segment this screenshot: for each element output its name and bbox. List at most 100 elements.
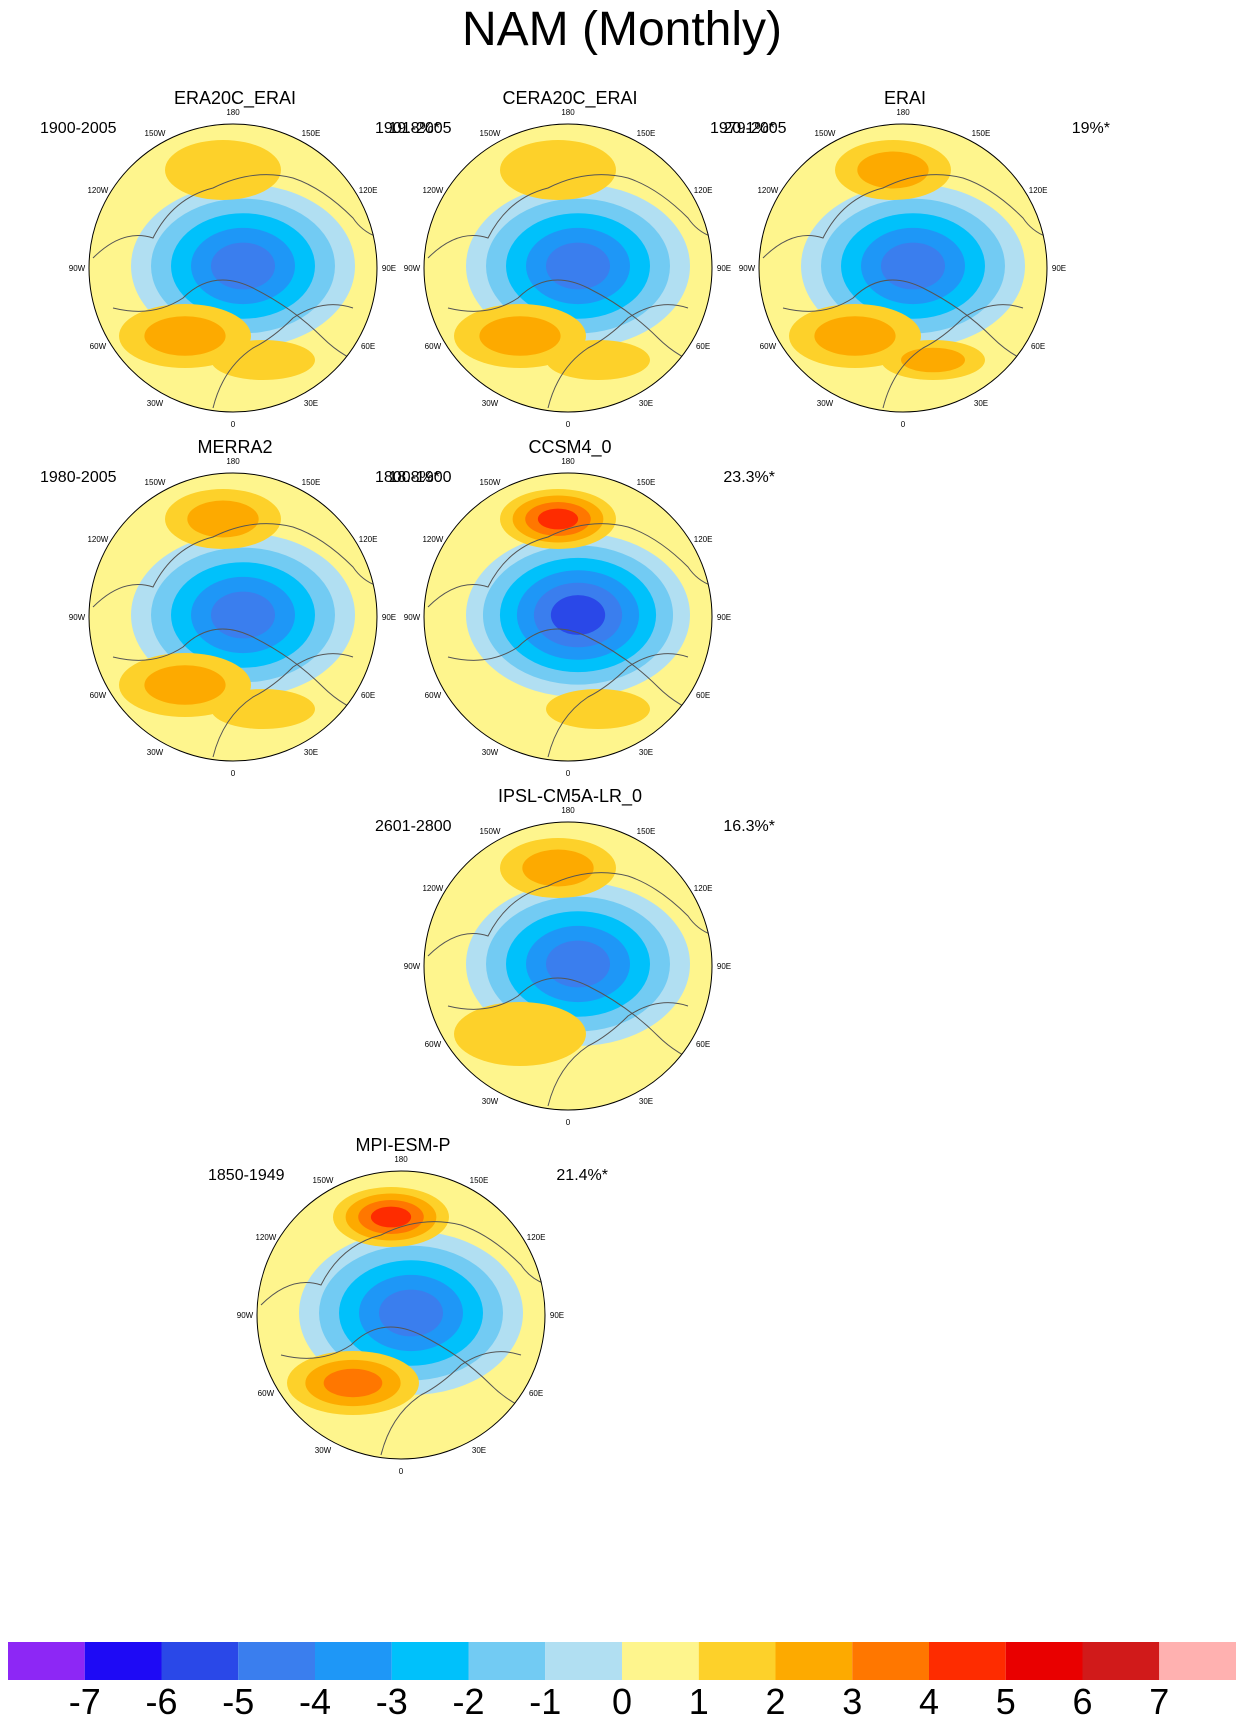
europe-high-contour (901, 347, 965, 373)
colorbar-swatch (1082, 1642, 1160, 1680)
pacific-high-contour (165, 140, 281, 200)
coastline (427, 523, 712, 608)
longitude-label: 30E (472, 1446, 486, 1455)
colorbar-label: 3 (842, 1681, 863, 1722)
longitude-label: 90W (404, 962, 421, 971)
longitude-label: 120W (87, 186, 108, 195)
panel-title: MPI-ESM-P (355, 1135, 451, 1155)
coastline (212, 304, 354, 409)
map-panel: IPSL-CM5A-LR_0 2601-2800 16.3%* 180 150E 1… (360, 786, 780, 1146)
longitude-label: 150E (972, 129, 991, 138)
longitude-label: 90E (717, 962, 731, 971)
panel-variance: 19.8%* (388, 120, 440, 137)
polar-map: 180 150E 120E 90E 60E 30E 0 30W 60W 90W 120W 150W (404, 806, 731, 1127)
longitude-label: 0 (901, 420, 906, 429)
longitude-label: 60W (425, 342, 442, 351)
longitude-label: 120W (255, 1233, 276, 1242)
longitude-label: 60E (696, 691, 710, 700)
europe-high-contour (546, 340, 650, 380)
pacific-high-contour (187, 500, 259, 538)
longitude-label: 60E (1031, 342, 1045, 351)
longitude-label: 90E (382, 613, 396, 622)
pacific-high-contour (857, 151, 929, 189)
longitude-label: 180 (896, 108, 910, 117)
longitude-label: 90E (1052, 264, 1066, 273)
colorbar-label: 6 (1072, 1681, 1093, 1722)
longitude-label: 120E (527, 1233, 546, 1242)
longitude-label: 150E (637, 827, 656, 836)
arctic-low-contour (211, 591, 275, 639)
coastline (280, 1326, 542, 1416)
colorbar-swatch (775, 1642, 853, 1680)
map-panel: ERA20C_ERAI 1900-2005 19.8%* 180 150E 120E… (25, 88, 445, 448)
colorbar-label: -5 (222, 1681, 255, 1722)
longitude-label: 120W (422, 535, 443, 544)
panel-variance: 16.3%* (723, 818, 775, 835)
coastline (212, 653, 354, 758)
colorbar-label: -7 (68, 1681, 101, 1722)
colorbar-swatch (8, 1642, 85, 1680)
longitude-label: 150E (302, 129, 321, 138)
longitude-label: 150E (637, 478, 656, 487)
panel-title: ERAI (883, 88, 926, 108)
coastline (447, 628, 709, 718)
atlantic-high-contour (323, 1368, 383, 1398)
map-border (423, 821, 713, 1111)
longitude-label: 30W (315, 1446, 332, 1455)
map-panel: CCSM4_0 1800-1900 23.3%* 180 150E 120E 90E 6… (360, 437, 780, 797)
longitude-label: 150W (145, 129, 166, 138)
polar-map: 180 150E 120E 90E 60E 30E 0 30W 60W 90W 120W 150W (404, 457, 731, 778)
map-border (423, 472, 713, 762)
panel-variance: 23.3%* (723, 469, 775, 486)
europe-high-contour (211, 689, 315, 729)
longitude-label: 90W (404, 264, 421, 273)
longitude-label: 90W (237, 1311, 254, 1320)
coastline (92, 523, 377, 608)
arctic-low-contour (546, 242, 610, 290)
coastline (427, 174, 712, 259)
europe-high-contour (546, 689, 650, 729)
panel-period: 1900-2005 (40, 120, 117, 137)
colorbar-swatch (315, 1642, 392, 1680)
arctic-low-contour (379, 1289, 443, 1337)
panel-period: 1850-1949 (208, 1167, 285, 1184)
longitude-label: 0 (231, 769, 236, 778)
longitude-label: 0 (566, 1118, 571, 1127)
coastline (427, 872, 712, 957)
longitude-label: 120W (422, 884, 443, 893)
longitude-label: 90W (69, 264, 86, 273)
colorbar-label: 0 (611, 1681, 633, 1722)
longitude-label: 120E (359, 535, 378, 544)
longitude-label: 0 (566, 420, 571, 429)
longitude-label: 150E (470, 1176, 489, 1185)
longitude-label: 30E (639, 748, 653, 757)
panel-variance: 19%* (1071, 120, 1110, 137)
longitude-label: 60E (361, 691, 375, 700)
colorbar-label: -3 (375, 1681, 408, 1722)
map-border (758, 123, 1048, 413)
longitude-label: 180 (561, 457, 575, 466)
longitude-label: 180 (561, 806, 575, 815)
polar-map: 180 150E 120E 90E 60E 30E 0 30W 60W 90W 120W 150W (404, 108, 731, 429)
colorbar-swatch (698, 1642, 776, 1680)
longitude-label: 30E (304, 748, 318, 757)
longitude-label: 60W (90, 342, 107, 351)
longitude-label: 150E (637, 129, 656, 138)
colorbar-label: -2 (452, 1681, 485, 1722)
arctic-low-contour (881, 242, 945, 290)
figure-title: NAM (Monthly) (461, 3, 783, 56)
longitude-label: 60W (425, 1040, 442, 1049)
colorbar-swatch (545, 1642, 622, 1680)
panel-variance: 21.4%* (556, 1167, 608, 1184)
colorbar-swatch (468, 1642, 546, 1680)
panel-period: 1901-2005 (375, 120, 452, 137)
panel-variance: 20.1%* (723, 120, 775, 137)
atlantic-high-contour (479, 316, 561, 356)
colorbar-swatch (161, 1642, 239, 1680)
longitude-label: 90E (717, 264, 731, 273)
longitude-label: 120E (694, 535, 713, 544)
longitude-label: 90W (69, 613, 86, 622)
longitude-label: 30W (147, 748, 164, 757)
longitude-label: 0 (566, 769, 571, 778)
coastline (547, 304, 689, 409)
